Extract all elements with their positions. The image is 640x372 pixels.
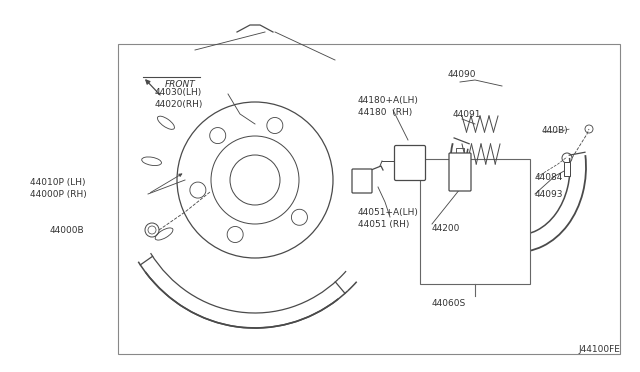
Bar <box>118 44 620 354</box>
Bar <box>564 162 570 176</box>
Text: 44200: 44200 <box>432 224 460 232</box>
Text: 44060S: 44060S <box>432 299 467 308</box>
FancyBboxPatch shape <box>394 145 426 180</box>
Text: 44090: 44090 <box>448 70 477 78</box>
Text: 44010P (LH): 44010P (LH) <box>30 177 86 186</box>
Text: 44084: 44084 <box>535 173 563 182</box>
Text: FRONT: FRONT <box>165 80 196 89</box>
Text: 44000B: 44000B <box>50 225 84 234</box>
Text: 44030(LH): 44030(LH) <box>155 87 202 96</box>
Text: 44180  (RH): 44180 (RH) <box>358 108 412 116</box>
Bar <box>420 159 530 284</box>
Text: 44020(RH): 44020(RH) <box>155 99 204 109</box>
Text: 44051+A(LH): 44051+A(LH) <box>358 208 419 217</box>
Text: 44093: 44093 <box>535 189 563 199</box>
Text: J44100FE: J44100FE <box>578 345 620 354</box>
Text: 44000P (RH): 44000P (RH) <box>30 189 87 199</box>
FancyBboxPatch shape <box>449 153 471 191</box>
Text: 440B): 440B) <box>542 125 568 135</box>
Text: 44051 (RH): 44051 (RH) <box>358 219 410 228</box>
Text: 44091: 44091 <box>453 109 481 119</box>
FancyBboxPatch shape <box>352 169 372 193</box>
Text: 44180+A(LH): 44180+A(LH) <box>358 96 419 105</box>
